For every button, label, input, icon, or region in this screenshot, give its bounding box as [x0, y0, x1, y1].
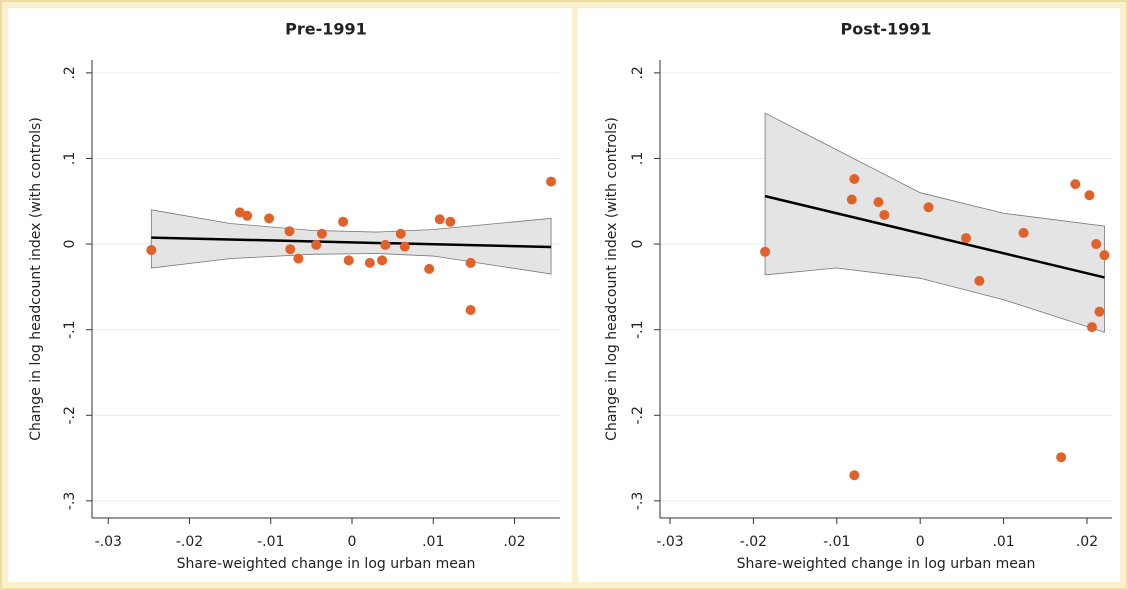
y-axis-title: Change in log headcount index (with cont… — [28, 117, 44, 441]
y-tick-label: .2 — [630, 66, 646, 79]
y-tick-label: 0 — [630, 240, 646, 249]
x-tick-label: -.02 — [176, 534, 203, 550]
point — [242, 210, 253, 221]
x-tick-label: -.01 — [257, 534, 284, 550]
point — [1056, 452, 1067, 463]
point — [343, 255, 354, 266]
y-tick-label: -.1 — [630, 320, 646, 338]
y-tick-label: -.1 — [62, 320, 78, 338]
y-tick-label: -.2 — [630, 406, 646, 424]
point — [316, 228, 327, 239]
y-tick-label: -.3 — [630, 492, 646, 510]
x-tick-label: .02 — [503, 534, 525, 550]
point — [849, 173, 860, 184]
point — [424, 263, 435, 274]
fit-line — [764, 194, 1105, 279]
chart-title: Pre-1991 — [285, 20, 367, 39]
confidence-band — [764, 112, 1105, 333]
x-tick-label: .01 — [422, 534, 444, 550]
point — [1070, 179, 1081, 190]
x-axis-title: Share-weighted change in log urban mean — [177, 556, 476, 572]
point — [380, 239, 391, 250]
point — [849, 470, 860, 481]
point — [879, 209, 890, 220]
point — [434, 214, 445, 225]
point — [465, 257, 476, 268]
x-tick-label: -.03 — [656, 534, 683, 550]
y-tick-label: 0 — [62, 240, 78, 249]
point — [760, 246, 771, 257]
point — [1091, 239, 1102, 250]
point — [293, 253, 304, 264]
y-tick-label: -.3 — [62, 492, 78, 510]
point — [465, 304, 476, 315]
point — [338, 216, 349, 227]
point — [846, 194, 857, 205]
point — [923, 202, 934, 213]
point — [1094, 306, 1105, 317]
y-axis-title: Change in log headcount index (with cont… — [604, 117, 620, 441]
point — [1018, 227, 1029, 238]
point — [311, 239, 322, 250]
fit-line — [151, 236, 552, 249]
point — [146, 245, 157, 256]
point — [395, 228, 406, 239]
point — [284, 226, 295, 237]
y-tick-label: .1 — [62, 152, 78, 165]
point — [264, 213, 275, 224]
point — [1086, 322, 1097, 333]
x-tick-label: -.02 — [740, 534, 767, 550]
point — [961, 233, 972, 244]
y-tick-label: -.2 — [62, 406, 78, 424]
x-tick-label: .02 — [1076, 534, 1098, 550]
y-tick-label: .2 — [62, 66, 78, 79]
x-tick-label: .01 — [992, 534, 1014, 550]
point — [974, 275, 985, 286]
x-tick-label: -.03 — [95, 534, 122, 550]
y-tick-label: .1 — [630, 152, 646, 165]
point — [1084, 190, 1095, 201]
point — [399, 241, 410, 252]
x-tick-label: -.01 — [823, 534, 850, 550]
point — [873, 197, 884, 208]
point — [364, 257, 375, 268]
point — [377, 255, 388, 266]
chart-title: Post-1991 — [840, 20, 931, 39]
point — [546, 176, 557, 187]
x-tick-label: 0 — [916, 534, 925, 550]
x-tick-label: 0 — [348, 534, 357, 550]
point — [285, 244, 296, 255]
panel — [8, 8, 572, 582]
point — [1099, 250, 1110, 261]
point — [445, 216, 456, 227]
x-axis-title: Share-weighted change in log urban mean — [737, 556, 1036, 572]
